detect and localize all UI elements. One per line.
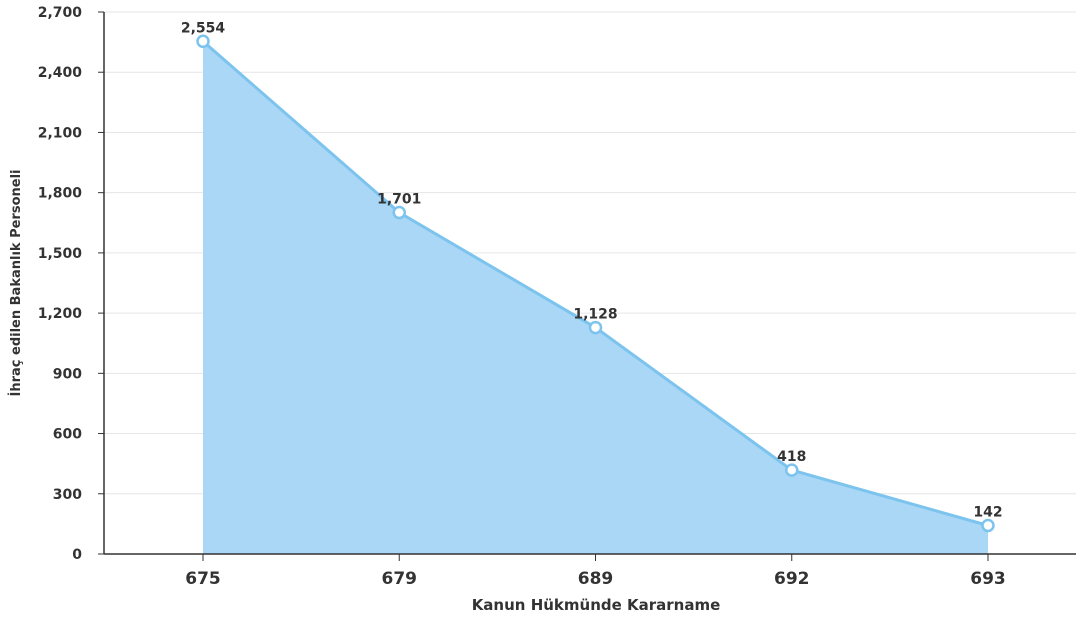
y-tick-label: 0 — [72, 547, 82, 563]
data-point — [981, 518, 995, 533]
data-point — [392, 205, 406, 220]
x-tick-label: 689 — [578, 569, 614, 589]
y-axis-ticks: 0 300 600 900 1,200 1,500 1,800 2,100 2,400 2,700 — [38, 5, 104, 563]
y-axis-title: İhraç edilen Bakanlık Personeli — [8, 170, 24, 397]
data-label: 418 — [777, 449, 806, 465]
x-tick-label: 692 — [774, 569, 810, 589]
y-tick-label: 1,800 — [38, 186, 83, 202]
area-fill — [203, 41, 988, 554]
y-tick-label: 1,200 — [38, 306, 83, 322]
data-labels: 2,554 1,701 1,128 418 142 — [181, 20, 1003, 520]
data-label: 1,701 — [377, 192, 421, 208]
x-tick-label: 693 — [970, 569, 1006, 589]
data-point — [785, 463, 799, 477]
x-axis-title: Kanun Hükmünde Kararname — [472, 596, 721, 614]
y-tick-label: 600 — [53, 427, 82, 443]
y-tick-label: 900 — [53, 366, 82, 382]
data-point — [196, 34, 210, 49]
data-points — [196, 34, 995, 533]
y-tick-label: 1,500 — [38, 246, 83, 262]
y-tick-label: 2,400 — [38, 65, 83, 81]
data-label: 1,128 — [573, 307, 617, 323]
y-tick-label: 2,700 — [38, 5, 83, 21]
data-label: 2,554 — [181, 20, 226, 36]
x-axis-ticks: 675 679 689 692 693 — [185, 554, 1006, 589]
x-tick-label: 675 — [185, 569, 221, 589]
x-tick-label: 679 — [382, 569, 418, 589]
data-label: 142 — [973, 504, 1002, 520]
data-point — [588, 320, 603, 335]
y-tick-label: 2,100 — [38, 125, 83, 141]
y-tick-label: 300 — [53, 487, 82, 503]
